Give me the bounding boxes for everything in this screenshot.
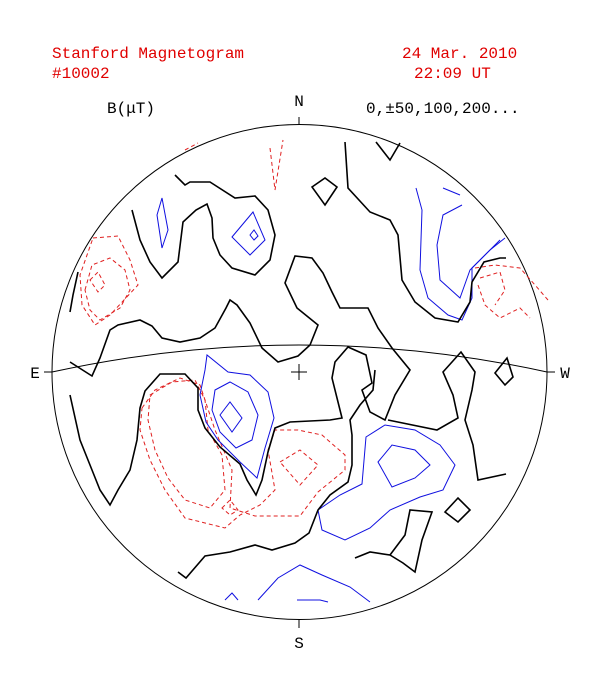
south-label: S	[294, 635, 304, 653]
contour	[89, 271, 106, 293]
contour	[479, 271, 506, 306]
contour	[375, 141, 401, 162]
equator	[51, 344, 548, 373]
positive-contours	[156, 187, 506, 603]
contour	[211, 381, 259, 449]
contour	[269, 139, 284, 191]
contour	[156, 197, 169, 249]
contour	[224, 592, 329, 603]
contour	[69, 255, 411, 507]
contour	[474, 264, 549, 301]
contour-levels: 0,±50,100,200...	[366, 100, 520, 118]
contour	[84, 257, 131, 321]
contour	[231, 211, 266, 256]
time: 22:09 UT	[414, 65, 491, 83]
contour	[354, 509, 434, 574]
contour	[317, 424, 456, 541]
contour	[221, 499, 239, 516]
contour	[387, 350, 507, 481]
unit-label: B(μT)	[107, 100, 155, 118]
contour	[310, 177, 339, 207]
contour	[249, 229, 259, 241]
contour	[184, 142, 199, 151]
contour	[279, 449, 319, 486]
contour	[257, 564, 371, 603]
contour	[344, 141, 506, 323]
contour	[69, 271, 79, 313]
east-label: E	[30, 365, 40, 383]
contour	[177, 369, 376, 580]
negative-contours	[79, 139, 549, 529]
contour	[131, 174, 276, 280]
contour	[443, 496, 472, 524]
north-label: N	[294, 93, 304, 111]
title: Stanford Magnetogram	[52, 45, 244, 63]
contour	[493, 356, 514, 387]
contour	[139, 377, 346, 529]
contour	[436, 187, 501, 299]
contour	[147, 379, 226, 509]
contour	[219, 401, 243, 433]
date: 24 Mar. 2010	[402, 45, 517, 63]
west-label: W	[560, 365, 570, 383]
contour	[79, 235, 139, 326]
neutral-lines	[69, 141, 514, 580]
contour	[477, 284, 531, 319]
contour	[199, 354, 275, 479]
contour	[377, 444, 431, 488]
image-id: #10002	[52, 65, 110, 83]
ticks	[44, 117, 555, 628]
